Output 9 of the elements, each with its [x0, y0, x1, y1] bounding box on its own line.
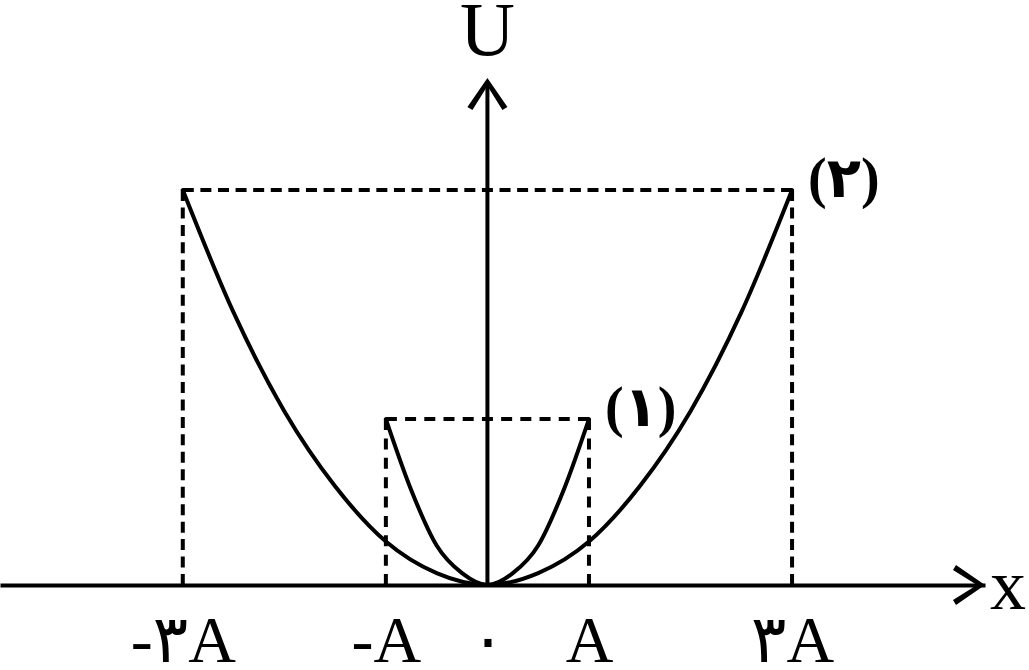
- x-tick-label: -A: [351, 603, 422, 670]
- x-tick-label: ٠: [470, 603, 506, 670]
- x-axis-title: x: [990, 545, 1026, 625]
- series-label: (١): [604, 375, 677, 439]
- x-tick-label: A: [565, 603, 614, 670]
- x-tick-label: -٣A: [130, 603, 237, 670]
- x-tick-label: ٣A: [751, 603, 835, 670]
- y-axis-title: U: [459, 0, 515, 71]
- series-label: (٢): [808, 146, 880, 210]
